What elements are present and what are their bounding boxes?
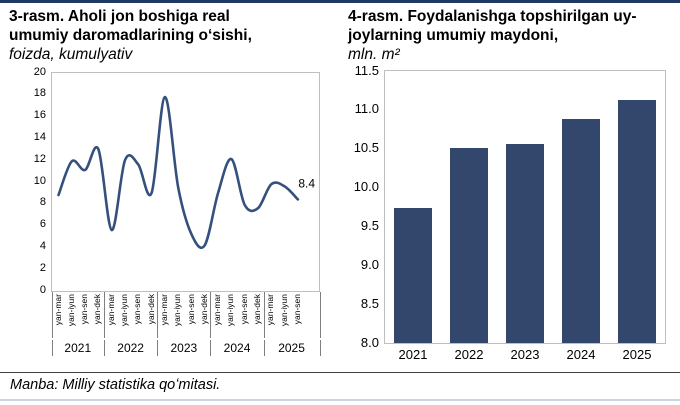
year-group-separator: [157, 292, 159, 338]
income-line-svg: 8.4: [57, 95, 315, 250]
charts-row: 3-rasm. Aholi jon boshiga real umumiy da…: [0, 3, 680, 362]
y-tick-label: 18: [33, 87, 46, 100]
y-tick-label: 16: [33, 109, 46, 122]
end-value-label: 8.4: [298, 176, 315, 190]
y-tick-label: 0: [39, 283, 46, 296]
y-tick-label: 14: [33, 130, 46, 143]
year-label: 2024: [223, 341, 251, 355]
x-axis-month-labels: yan-mar yan-iyun yan-sen yan-dek yan-mar yan-…: [51, 292, 321, 340]
year-label: 2022: [454, 347, 484, 362]
left-chart-area: 20 18 16 14 12 10 8 6 4 2 0 8.4: [9, 66, 340, 296]
year-group-separator: [319, 340, 321, 356]
month-tick-label: yan-sen: [291, 294, 302, 325]
month-tick-label: yan-iyun: [119, 294, 129, 327]
year-label: 2021: [398, 347, 428, 362]
y-tick-label: 10.0: [353, 179, 379, 195]
month-tick-label: yan-mar: [265, 294, 276, 326]
month-tick-label: yan-iyun: [278, 294, 289, 327]
left-chart-subtitle: foizda, kumulyativ: [9, 46, 133, 63]
year-group-separator: [51, 340, 53, 356]
year-group-separator: [210, 340, 212, 356]
housing-area-bar: [618, 99, 656, 343]
month-tick-label: yan-mar: [105, 294, 116, 326]
y-tick-label: 8.0: [360, 334, 379, 350]
housing-area-bar: [562, 119, 600, 343]
top-border-rule: [0, 0, 680, 3]
y-tick-label: 9.0: [360, 256, 379, 272]
year-group-separator: [319, 292, 321, 338]
source-note-divider: Manba: Milliy statistika qoʻmitasi.: [0, 372, 680, 393]
y-tick-label: 20: [33, 65, 46, 78]
month-tick-label: yan-mar: [158, 294, 169, 326]
year-label: 2022: [117, 341, 144, 355]
month-tick-label: yan-sen: [79, 294, 90, 325]
source-note: Manba: Milliy statistika qoʻmitasi.: [10, 377, 221, 393]
year-group-separator: [157, 340, 159, 356]
left-chart-title-line2: umumiy daromadlarining oʻsishi,: [9, 27, 252, 44]
right-chart-subtitle: mln. m²: [348, 46, 400, 63]
bar-year-labels: 2021 2022 2023 2024 2025: [385, 344, 665, 362]
housing-area-bar: [506, 144, 544, 343]
month-tick-label: yan-dek: [145, 294, 156, 325]
year-label: 2024: [566, 347, 596, 362]
month-tick-label: yan-sen: [185, 294, 196, 325]
right-chart-title-line2: joylarning umumiy maydoni,: [348, 27, 559, 44]
y-tick-label: 11.5: [354, 62, 379, 78]
month-tick-label: yan-dek: [92, 294, 103, 325]
year-group-separator: [51, 292, 53, 338]
left-chart-title-line1: 3-rasm. Aholi jon boshiga real: [9, 8, 230, 25]
y-tick-label: 10.5: [353, 140, 379, 156]
right-chart-title-line1: 4-rasm. Foydalanishga topshirilgan uy-: [348, 8, 637, 25]
year-label: 2023: [510, 347, 540, 362]
y-tick-label: 12: [33, 152, 46, 165]
housing-area-chart: 4-rasm. Foydalanishga topshirilgan uy- j…: [340, 3, 680, 362]
y-tick-label: 11.0: [354, 101, 379, 117]
year-group-separator: [104, 340, 106, 356]
y-tick-label: 10: [33, 174, 46, 187]
year-label: 2021: [64, 341, 92, 355]
year-group-separator: [104, 292, 106, 338]
left-plot-area: 8.4: [51, 72, 320, 292]
y-tick-label: 4: [39, 239, 46, 252]
y-tick-label: 8: [39, 196, 46, 209]
y-tick-label: 6: [39, 218, 46, 231]
right-plot-area: [384, 70, 666, 344]
y-tick-label: 8.5: [360, 295, 379, 311]
year-label: 2023: [170, 341, 198, 355]
year-group-separator: [210, 292, 212, 338]
month-tick-label: yan-iyun: [172, 294, 183, 327]
month-tick-label: yan-mar: [212, 294, 223, 326]
year-label: 2025: [622, 347, 652, 362]
left-y-axis: 20 18 16 14 12 10 8 6 4 2 0: [9, 66, 51, 296]
month-tick-label: yan-sen: [132, 294, 143, 325]
right-y-axis: 11.5 11.0 10.5 10.0 9.5 9.0 8.5 8.0: [348, 63, 384, 350]
right-chart-area: 11.5 11.0 10.5 10.0 9.5 9.0 8.5 8.0: [348, 63, 680, 350]
x-axis-year-labels: 2021 2022 2023 2024 2025: [51, 340, 321, 357]
income-line-path: [57, 95, 300, 250]
year-group-separator: [263, 292, 265, 338]
month-tick-label: yan-iyun: [225, 294, 236, 327]
bottom-border-rule: [0, 399, 680, 401]
month-tick-label: yan-dek: [198, 294, 209, 325]
month-tick-label: yan-dek: [252, 294, 262, 325]
year-label: 2025: [278, 341, 305, 355]
y-tick-label: 9.5: [360, 217, 379, 233]
month-tick-label: yan-mar: [52, 294, 63, 326]
month-tick-label: yan-sen: [238, 294, 249, 325]
year-group-separator: [263, 340, 265, 356]
housing-area-bar: [394, 207, 432, 343]
y-tick-label: 2: [39, 261, 46, 274]
income-growth-chart: 3-rasm. Aholi jon boshiga real umumiy da…: [0, 3, 340, 362]
month-tick-label: yan-iyun: [65, 294, 76, 327]
housing-area-bar: [450, 147, 488, 343]
